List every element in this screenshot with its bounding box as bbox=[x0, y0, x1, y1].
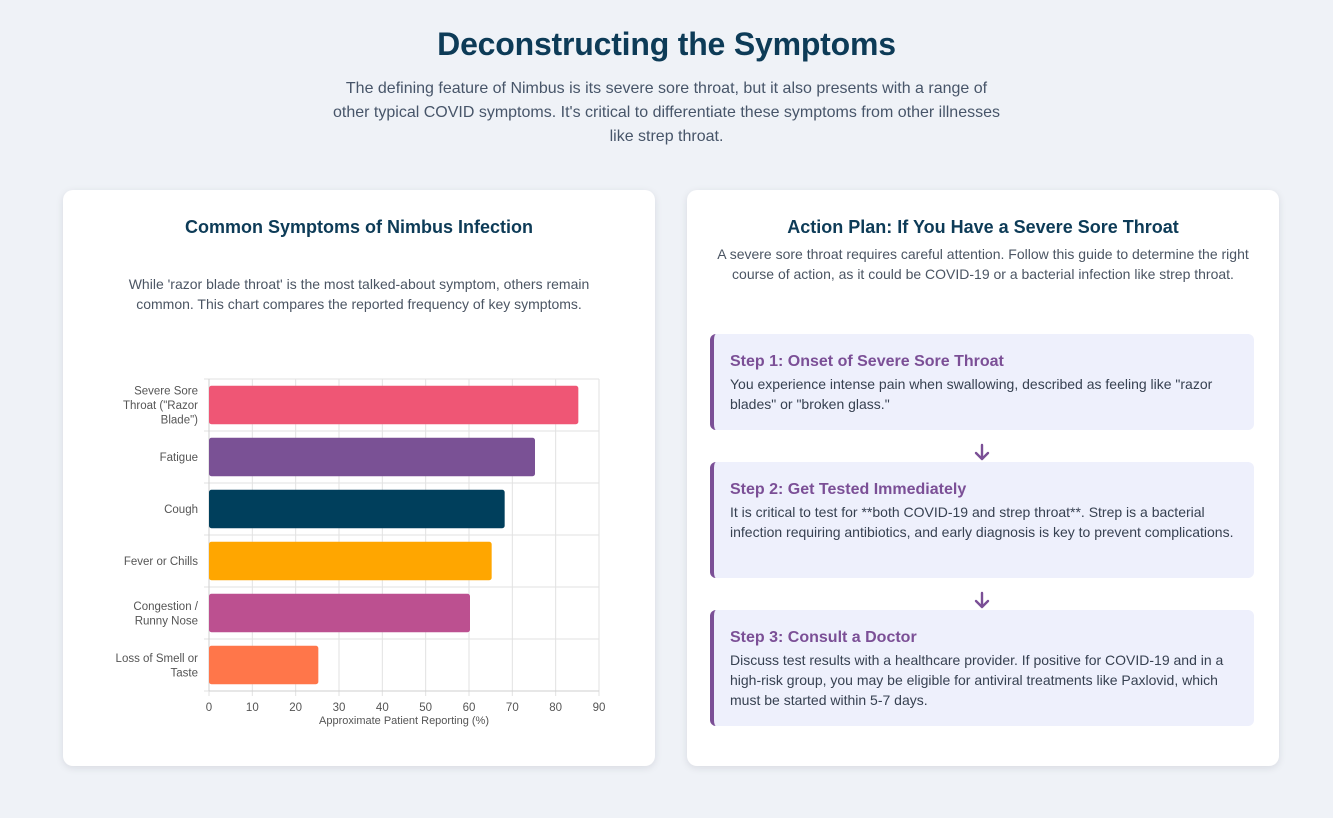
page-title: Deconstructing the Symptoms bbox=[437, 26, 896, 62]
step-card-2: Step 2: Get Tested Immediately It is cri… bbox=[710, 462, 1254, 578]
x-tick-label: 10 bbox=[246, 702, 259, 714]
bar-2 bbox=[209, 489, 505, 529]
category-label-0: Severe Sore Throat ("Razor Blade") bbox=[123, 386, 198, 427]
x-tick-label: 50 bbox=[419, 702, 432, 714]
bar-1 bbox=[209, 437, 535, 477]
arrow-down-icon bbox=[974, 443, 990, 461]
x-tick-label: 40 bbox=[376, 702, 389, 714]
x-tick-label: 70 bbox=[506, 702, 519, 714]
chart-grid bbox=[204, 378, 600, 696]
x-tick-label: 90 bbox=[593, 702, 606, 714]
step-2-text: It is critical to test for **both COVID-… bbox=[730, 504, 1234, 540]
step-1-text: You experience intense pain when swallow… bbox=[730, 376, 1213, 412]
category-label-4: Congestion / Runny Nose bbox=[133, 601, 198, 628]
chart-category-labels: Severe Sore Throat ("Razor Blade") Fatigue C… bbox=[116, 386, 199, 680]
symptoms-bar-chart: Severe Sore Throat ("Razor Blade") Fatigue C… bbox=[116, 378, 606, 727]
bar-3 bbox=[209, 541, 492, 581]
chart-card-description: While 'razor blade throat' is the most t… bbox=[128, 276, 590, 312]
page-intro: The defining feature of Nimbus is its se… bbox=[333, 80, 1000, 145]
x-tick-label: 30 bbox=[333, 702, 346, 714]
x-tick-label: 0 bbox=[206, 702, 212, 714]
step-3-title: Step 3: Consult a Doctor bbox=[730, 629, 917, 646]
step-card-3: Step 3: Consult a Doctor Discuss test re… bbox=[710, 610, 1254, 726]
category-label-2: Cough bbox=[164, 504, 198, 516]
action-plan-card: Action Plan: If You Have a Severe Sore T… bbox=[687, 190, 1279, 766]
category-label-1: Fatigue bbox=[160, 452, 198, 464]
bar-4 bbox=[209, 593, 470, 633]
category-label-5: Loss of Smell or Taste bbox=[116, 653, 199, 680]
chart-bars bbox=[209, 385, 579, 685]
step-card-1: Step 1: Onset of Severe Sore Throat You … bbox=[710, 334, 1254, 430]
action-plan-description: A severe sore throat requires careful at… bbox=[717, 246, 1249, 282]
x-tick-label: 80 bbox=[549, 702, 562, 714]
chart-card-title: Common Symptoms of Nimbus Infection bbox=[184, 217, 533, 237]
x-tick-label: 20 bbox=[289, 702, 302, 714]
bar-0 bbox=[209, 385, 579, 425]
symptoms-chart-card: Common Symptoms of Nimbus Infection Whil… bbox=[63, 190, 655, 766]
arrow-down-icon bbox=[974, 591, 990, 609]
category-label-3: Fever or Chills bbox=[124, 556, 198, 568]
bar-5 bbox=[209, 645, 319, 685]
step-1-title: Step 1: Onset of Severe Sore Throat bbox=[730, 353, 1004, 370]
x-tick-label: 60 bbox=[463, 702, 476, 714]
step-2-title: Step 2: Get Tested Immediately bbox=[730, 481, 967, 498]
step-3-text: Discuss test results with a healthcare p… bbox=[730, 652, 1224, 708]
chart-x-ticks: 0 10 20 30 40 50 60 70 80 90 bbox=[206, 702, 606, 714]
x-axis-title: Approximate Patient Reporting (%) bbox=[319, 715, 489, 727]
action-plan-title: Action Plan: If You Have a Severe Sore T… bbox=[787, 217, 1179, 237]
